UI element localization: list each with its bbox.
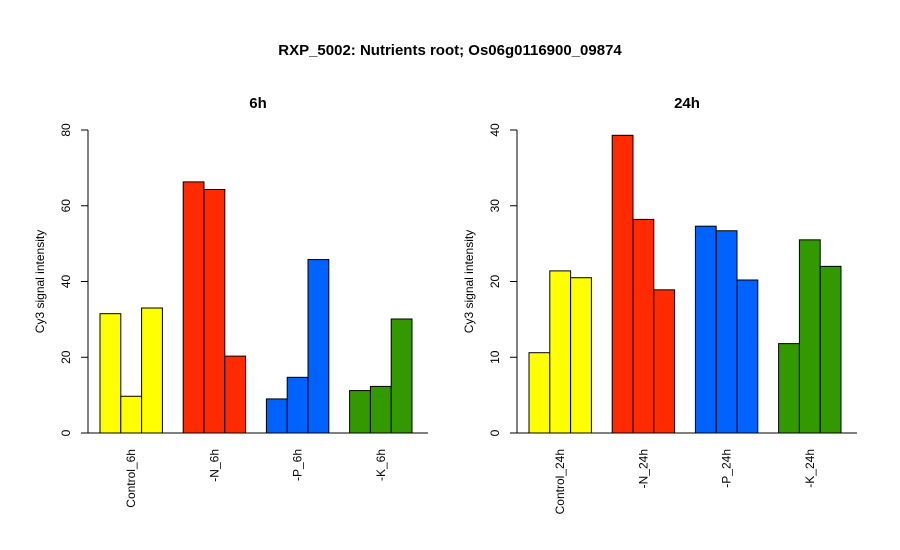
panel-1-y-axis-label: Cy3 signal intensity xyxy=(33,230,47,333)
panel-2-category-label: -P_24h xyxy=(720,449,734,488)
panel-2-bar xyxy=(778,343,800,434)
panel-1-y-tick-label: 0 xyxy=(59,429,73,436)
panel-1-bar xyxy=(120,395,143,434)
panel-2-y-tick-label: 40 xyxy=(488,123,502,137)
panel-1-category-label: -K_6h xyxy=(374,449,388,481)
panel-2-bar xyxy=(819,265,842,434)
panel-2-bar xyxy=(611,134,634,434)
panel-1-bar xyxy=(182,181,205,434)
panel-2-bar xyxy=(798,239,821,434)
panel-2-bar xyxy=(653,289,676,434)
panel-2-bar xyxy=(736,279,759,434)
panel-2-bar xyxy=(694,225,717,434)
panel-2-bar xyxy=(549,270,572,434)
panel-2-category-label: -N_24h xyxy=(636,449,650,488)
panel-1-bar xyxy=(203,188,226,434)
panel-2-bar xyxy=(570,277,592,434)
panel-1-y-tick-label: 60 xyxy=(59,199,73,213)
main-title: RXP_5002: Nutrients root; Os06g0116900_0… xyxy=(278,42,622,59)
panel-1-y-tick-label: 40 xyxy=(59,275,73,289)
panel-1-bar xyxy=(307,259,330,434)
panel-1-y-tick-label: 80 xyxy=(59,123,73,137)
panel-1-y-tick-label: 20 xyxy=(59,350,73,364)
panel-1-bar xyxy=(265,398,288,434)
panel-2-y-axis-label: Cy3 signal intensity xyxy=(462,230,476,333)
panel-1-bar xyxy=(349,390,371,434)
panel-1-bar xyxy=(99,313,122,434)
panel-1-bar xyxy=(369,385,392,434)
panel-1-bar xyxy=(286,376,309,434)
panel-2-y-tick-label: 10 xyxy=(488,350,502,364)
panel-2-category-label: Control_24h xyxy=(553,449,567,514)
panel-2-y-tick-label: 20 xyxy=(488,275,502,289)
panel-1-bar xyxy=(390,318,413,434)
panel-2-bar xyxy=(632,218,655,434)
panel-1-title: 6h xyxy=(249,95,267,112)
panel-2-bar xyxy=(715,230,738,434)
panel-2-title: 24h xyxy=(674,95,700,112)
panel-1-category-label: -P_6h xyxy=(291,449,305,481)
panel-2-category-label: -K_24h xyxy=(803,449,817,488)
panel-1-bar xyxy=(224,355,247,434)
panel-2-bar xyxy=(528,352,551,434)
panel-2-y-tick-label: 30 xyxy=(488,199,502,213)
panel-2-y-tick-label: 0 xyxy=(488,429,502,436)
panel-1-category-label: Control_6h xyxy=(124,449,138,508)
panel-1-bar xyxy=(141,307,163,434)
panel-1-category-label: -N_6h xyxy=(207,449,221,482)
